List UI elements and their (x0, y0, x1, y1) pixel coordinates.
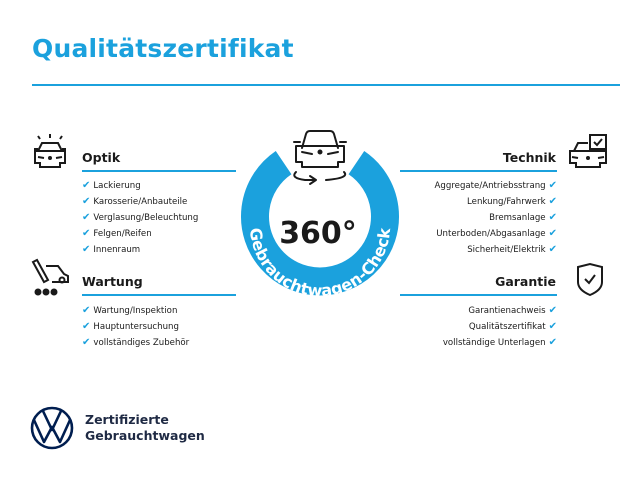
footer-brand-text: Zertifizierte Gebrauchtwagen (85, 412, 205, 444)
garantie-divider (400, 294, 557, 296)
check-icon: ✔ (548, 244, 557, 255)
car-checklist-icon (569, 134, 607, 168)
footer-line-1: Zertifizierte (85, 412, 169, 427)
badge-degrees: 360° (279, 216, 357, 251)
page-title: Qualitätszertifikat (32, 34, 294, 63)
wartung-heading: Wartung (82, 274, 143, 289)
list-item: Unterboden/Abgasanlage ✔ (436, 228, 557, 239)
check-icon: ✔ (82, 180, 91, 191)
list-item: ✔ vollständiges Zubehör (82, 337, 190, 348)
list-item: Aggregate/Antriebsstrang ✔ (434, 180, 557, 191)
garantie-heading: Garantie (495, 274, 556, 289)
list-item: ✔ Verglasung/Beleuchtung (82, 212, 199, 223)
footer-line-2: Gebrauchtwagen (85, 428, 205, 443)
list-item: Garantienachweis ✔ (468, 305, 557, 316)
car-lights-icon (34, 134, 66, 168)
optik-list: ✔ Lackierung ✔ Karosserie/Anbauteile ✔ Verg… (82, 178, 198, 258)
check-icon: ✔ (548, 196, 557, 207)
check-icon: ✔ (82, 321, 91, 332)
shield-check-icon (577, 262, 603, 297)
360-badge: Gebrauchtwagen-Check 360° (241, 130, 399, 300)
list-item: vollständige Unterlagen ✔ (442, 337, 557, 348)
vw-logo (30, 406, 74, 450)
list-item: Lenkung/Fahrwerk ✔ (467, 196, 557, 207)
check-icon: ✔ (82, 337, 91, 348)
check-icon: ✔ (82, 244, 91, 255)
check-icon: ✔ (82, 196, 91, 207)
technik-divider (400, 170, 557, 172)
rotating-car-icon (293, 130, 347, 185)
check-icon: ✔ (82, 305, 91, 316)
check-icon: ✔ (548, 321, 557, 332)
garantie-list: Garantienachweis ✔ Qualitätszertifikat ✔ v… (443, 303, 557, 351)
check-icon: ✔ (548, 337, 557, 348)
check-icon: ✔ (82, 212, 91, 223)
list-item: ✔ Karosserie/Anbauteile (82, 196, 188, 207)
check-icon: ✔ (548, 212, 557, 223)
technik-list: Aggregate/Antriebsstrang ✔ Lenkung/Fahrwe… (435, 178, 557, 258)
wartung-divider (82, 294, 236, 296)
list-item: ✔ Felgen/Reifen (82, 228, 152, 239)
badge-ring (241, 151, 399, 296)
list-item: ✔ Hauptuntersuchung (82, 321, 179, 332)
optik-heading: Optik (82, 150, 121, 165)
list-item: Bremsanlage ✔ (489, 212, 557, 223)
list-item: ✔ Lackierung (82, 180, 141, 191)
technik-heading: Technik (502, 150, 556, 165)
check-icon: ✔ (548, 180, 557, 191)
check-icon: ✔ (548, 305, 557, 316)
title-divider (32, 84, 620, 86)
optik-divider (82, 170, 236, 172)
wartung-list: ✔ Wartung/Inspektion ✔ Hauptuntersuchung ✔… (82, 303, 189, 351)
check-icon: ✔ (548, 228, 557, 239)
service-tools-icon (31, 258, 69, 296)
list-item: Sicherheit/Elektrik ✔ (467, 244, 557, 255)
check-icon: ✔ (82, 228, 91, 239)
list-item: ✔ Innenraum (82, 244, 141, 255)
list-item: Qualitätszertifikat ✔ (468, 321, 557, 332)
list-item: ✔ Wartung/Inspektion (82, 305, 178, 316)
